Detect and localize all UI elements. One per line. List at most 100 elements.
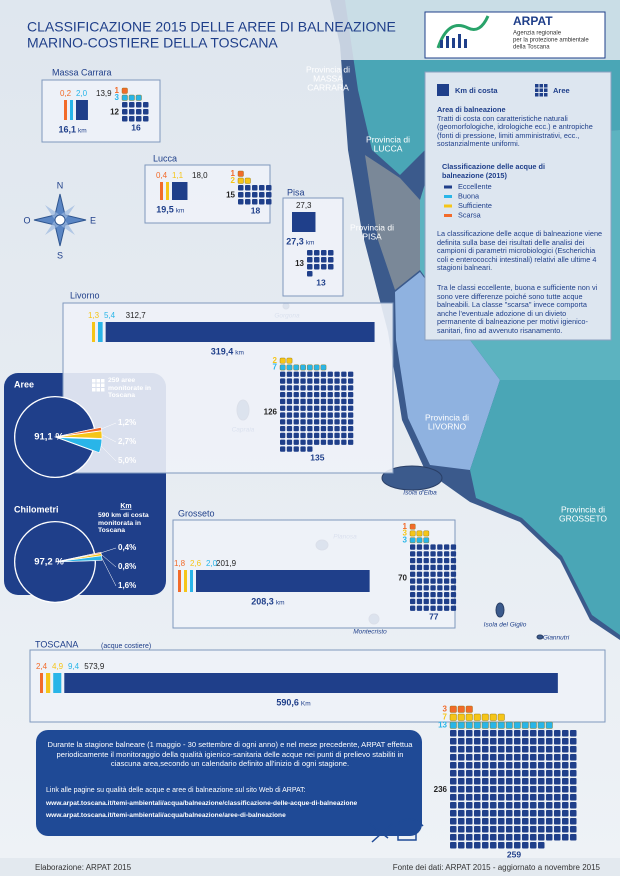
km-bar bbox=[40, 673, 43, 693]
aree-square bbox=[122, 116, 128, 122]
aree-square bbox=[307, 264, 313, 270]
aree-square bbox=[514, 786, 521, 793]
aree-square bbox=[466, 754, 473, 761]
aree-square bbox=[498, 818, 505, 825]
beach-icon bbox=[369, 818, 424, 843]
km-label: 4,9 bbox=[52, 662, 64, 671]
aree-square bbox=[444, 551, 450, 557]
aree-square bbox=[416, 558, 423, 564]
aree-square bbox=[474, 738, 481, 745]
aree-square bbox=[545, 721, 553, 729]
aree-square bbox=[474, 770, 481, 777]
aree-square bbox=[423, 544, 429, 550]
aree-square bbox=[327, 426, 333, 432]
region-title: Livorno bbox=[70, 290, 100, 300]
aree-square bbox=[129, 116, 135, 122]
aree-square bbox=[530, 730, 537, 737]
aree-square bbox=[474, 834, 481, 841]
aree-square bbox=[314, 426, 320, 432]
aree-square bbox=[280, 439, 286, 445]
aree-square bbox=[327, 371, 333, 377]
aree-square bbox=[430, 571, 436, 577]
aree-square bbox=[522, 794, 529, 801]
aree-square bbox=[489, 713, 497, 721]
aree-square bbox=[522, 818, 529, 825]
logo-sub: Agenzia regionale bbox=[513, 31, 562, 37]
aree-group bbox=[121, 87, 128, 94]
aree-square bbox=[293, 432, 299, 439]
logo-name: ARPAT bbox=[513, 14, 553, 28]
aree-group bbox=[307, 250, 334, 277]
aree-square bbox=[444, 558, 450, 564]
aree-square bbox=[300, 446, 306, 452]
aree-square bbox=[458, 834, 465, 841]
aree-square bbox=[497, 721, 505, 729]
pie-label: 0,8% bbox=[118, 562, 136, 571]
aree-square bbox=[334, 432, 340, 439]
aree-square bbox=[293, 378, 299, 384]
aree-square bbox=[320, 378, 327, 384]
aree-square bbox=[280, 378, 286, 384]
km-label: 9,4 bbox=[68, 662, 80, 671]
km-unit: km bbox=[235, 350, 244, 357]
aree-group bbox=[122, 102, 149, 122]
legend-swatch bbox=[444, 185, 452, 189]
aree-square bbox=[450, 746, 457, 753]
aree-square bbox=[490, 778, 497, 785]
island-label: Isola d'Elba bbox=[403, 490, 437, 497]
province-label: GROSSETO bbox=[559, 513, 607, 523]
aree-square bbox=[562, 802, 569, 809]
aree-label: 3 bbox=[443, 704, 448, 713]
aree-square bbox=[450, 571, 457, 577]
compass-o: O bbox=[23, 215, 30, 225]
aree-square bbox=[538, 754, 545, 761]
aree-square bbox=[410, 558, 416, 564]
aree-square bbox=[570, 818, 577, 825]
km-unit: km bbox=[176, 208, 185, 215]
km-bar bbox=[166, 182, 169, 200]
aree-square bbox=[444, 592, 450, 598]
aree-square bbox=[320, 398, 327, 405]
aree-square bbox=[313, 364, 320, 371]
legend-swatch bbox=[444, 204, 452, 208]
aree-square bbox=[498, 778, 505, 785]
aree-group bbox=[238, 185, 272, 205]
aree-square bbox=[450, 592, 457, 598]
aree-square bbox=[341, 426, 347, 432]
aree-square bbox=[314, 405, 320, 411]
aree-square bbox=[554, 754, 561, 761]
aree-square bbox=[320, 432, 327, 439]
aree-square bbox=[300, 405, 306, 411]
aree-square bbox=[341, 405, 347, 411]
aree-square bbox=[300, 419, 306, 425]
aree-square bbox=[466, 746, 473, 753]
km-label: 312,7 bbox=[126, 311, 147, 320]
km-label: 573,9 bbox=[84, 662, 105, 671]
aree-square bbox=[538, 738, 545, 745]
aree-square bbox=[280, 446, 286, 452]
aree-square bbox=[537, 721, 545, 729]
aree-square bbox=[416, 571, 423, 577]
km-label: 0,2 bbox=[60, 89, 72, 98]
aree-label: 13 bbox=[438, 720, 447, 729]
aree-square bbox=[530, 842, 537, 849]
aree-square bbox=[514, 802, 521, 809]
island-label: Isola del Giglio bbox=[484, 622, 527, 629]
aree-square bbox=[466, 730, 473, 737]
aree-square bbox=[279, 357, 286, 364]
legend-text1: La classificazione delle acque di balnea… bbox=[437, 229, 603, 273]
aree-square bbox=[546, 762, 553, 769]
aree-square bbox=[280, 412, 286, 418]
aree-square bbox=[481, 721, 489, 729]
aree-square bbox=[450, 770, 457, 777]
aree-square bbox=[450, 762, 457, 769]
aree-square bbox=[498, 786, 505, 793]
aree-square bbox=[450, 551, 457, 557]
logo-mark bbox=[436, 15, 490, 49]
aree-group bbox=[237, 177, 251, 184]
km-unit: km bbox=[276, 600, 285, 607]
aree-square bbox=[505, 721, 513, 729]
compass bbox=[33, 193, 87, 247]
aree-square bbox=[450, 730, 457, 737]
aree-square bbox=[530, 826, 537, 833]
